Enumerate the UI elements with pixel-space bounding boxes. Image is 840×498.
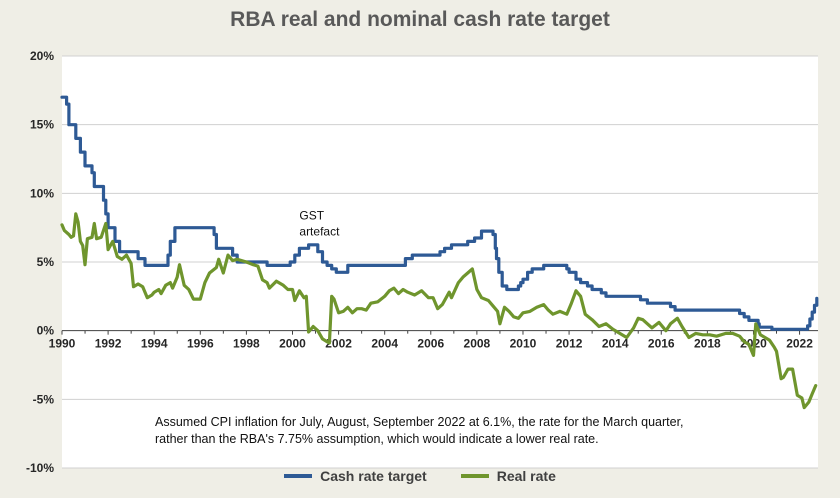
note-line-2: rather than the RBA's 7.75% assumption, …: [155, 432, 599, 446]
legend: Cash rate target Real rate: [0, 468, 840, 484]
legend-swatch-real-rate: [460, 474, 489, 478]
x-tick-label: 2022: [786, 337, 813, 351]
x-tick-label: 2006: [417, 337, 444, 351]
y-tick-label: 0%: [37, 324, 55, 338]
x-tick-label: 2008: [464, 337, 491, 351]
note-line-1: Assumed CPI inflation for July, August, …: [155, 415, 684, 429]
legend-entry-cash-rate: Cash rate target: [284, 468, 427, 484]
x-tick-label: 1990: [49, 337, 76, 351]
legend-entry-real-rate: Real rate: [460, 468, 556, 484]
y-tick-label: -5%: [33, 392, 55, 406]
x-tick-label: 2010: [510, 337, 537, 351]
y-tick-label: 20%: [30, 49, 54, 63]
series-line-real-rate: [60, 212, 818, 410]
series-line-cash-rate: [60, 95, 819, 331]
y-tick-label: -10%: [26, 461, 54, 475]
legend-label-cash-rate: Cash rate target: [320, 468, 427, 484]
y-tick-label: 15%: [30, 118, 54, 132]
x-tick-label: 2018: [694, 337, 721, 351]
y-tick-label: 5%: [37, 255, 55, 269]
y-axis: -10% -5% 0% 5% 10% 15% 20%: [26, 49, 54, 475]
x-axis: 1990 1992 1994 1996 1998 2000 2002 2004 2006 2008…: [49, 330, 818, 351]
y-tick-label: 10%: [30, 186, 54, 200]
x-tick-label: 1996: [187, 337, 214, 351]
legend-swatch-cash-rate: [284, 474, 313, 478]
x-tick-label: 1998: [233, 337, 260, 351]
chart-title: RBA real and nominal cash rate target: [230, 8, 610, 31]
x-tick-label: 2016: [648, 337, 675, 351]
gridlines: [62, 55, 818, 469]
annotation-gst-artefact: artefact: [299, 224, 340, 238]
series: [60, 95, 819, 410]
x-tick-label: 2002: [325, 337, 352, 351]
x-tick-label: 2000: [279, 337, 306, 351]
x-tick-label: 1994: [141, 337, 168, 351]
chart-note: Assumed CPI inflation for July, August, …: [155, 414, 775, 448]
x-tick-label: 1992: [95, 337, 122, 351]
legend-label-real-rate: Real rate: [496, 468, 556, 484]
annotations: GST artefact: [299, 208, 340, 238]
x-tick-label: 2004: [371, 337, 398, 351]
x-tick-label: 2012: [556, 337, 583, 351]
x-tick-label: 2014: [602, 337, 629, 351]
annotation-gst-artefact: GST: [299, 208, 324, 222]
